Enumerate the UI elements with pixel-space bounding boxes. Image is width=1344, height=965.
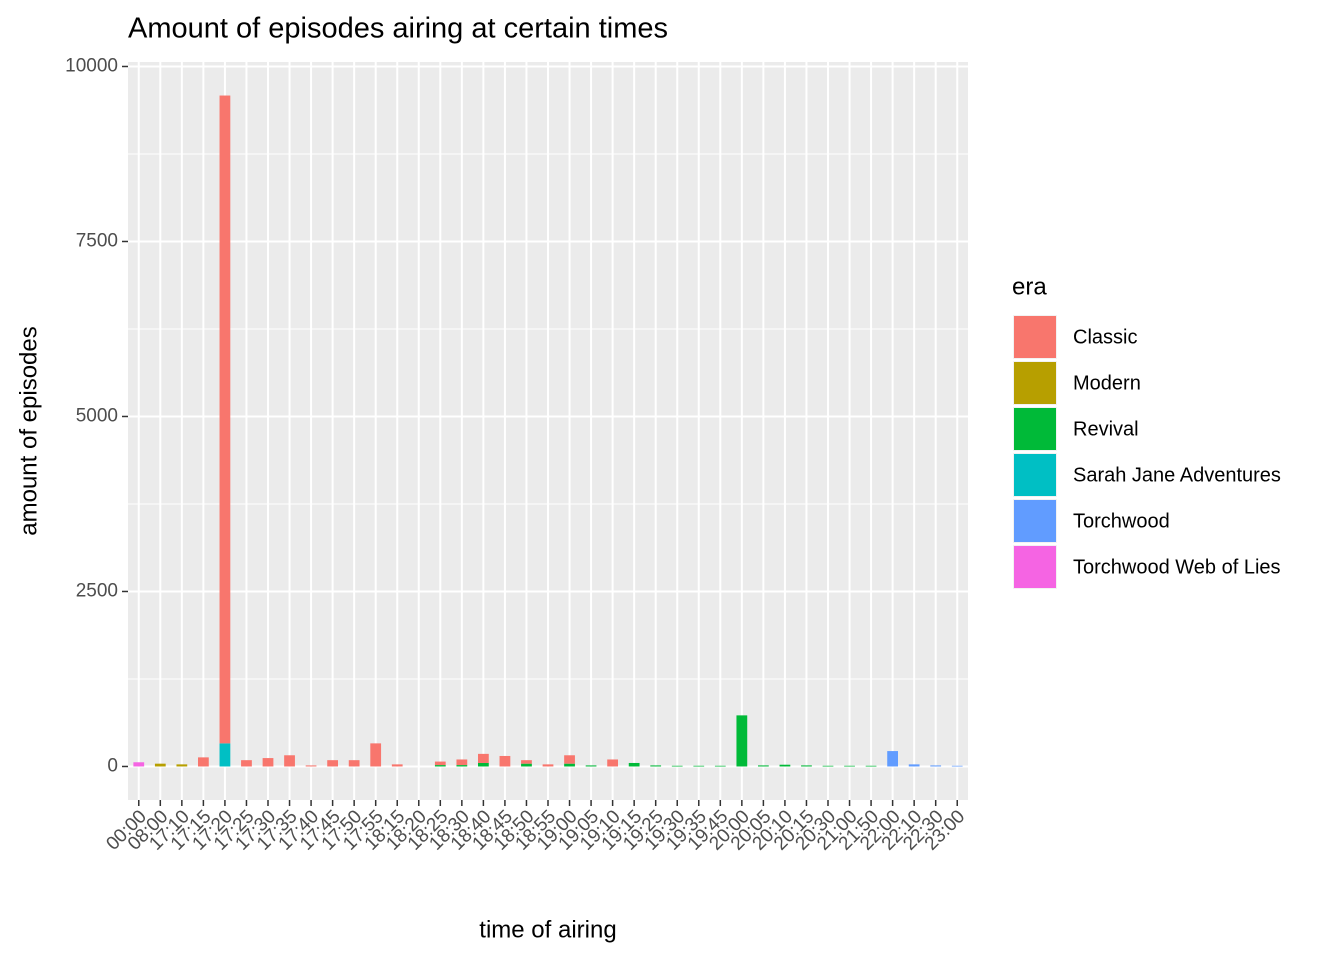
bar bbox=[607, 759, 618, 767]
bar bbox=[262, 758, 274, 767]
bar bbox=[133, 762, 145, 767]
bar bbox=[391, 764, 403, 767]
legend-swatch bbox=[1014, 546, 1056, 588]
bar bbox=[499, 755, 511, 767]
legend-swatch bbox=[1014, 500, 1056, 542]
legend-swatch bbox=[1014, 454, 1056, 496]
bar bbox=[779, 764, 791, 767]
bar bbox=[628, 762, 640, 767]
x-axis-title: time of airing bbox=[479, 916, 616, 943]
y-tick-label: 2500 bbox=[76, 580, 118, 601]
bar bbox=[521, 760, 532, 764]
bar bbox=[865, 765, 877, 767]
bar bbox=[478, 753, 489, 763]
bar bbox=[176, 764, 188, 767]
bar bbox=[478, 762, 489, 767]
bar bbox=[564, 763, 575, 767]
bar bbox=[844, 765, 855, 767]
bar bbox=[714, 765, 726, 767]
bar bbox=[154, 763, 166, 767]
bar bbox=[822, 765, 834, 767]
bar bbox=[456, 765, 468, 767]
bar bbox=[241, 760, 252, 767]
bar bbox=[930, 765, 942, 767]
bar bbox=[693, 765, 705, 767]
bar bbox=[219, 743, 231, 767]
y-tick-label: 5000 bbox=[76, 405, 118, 426]
legend-swatch bbox=[1014, 408, 1056, 450]
bar bbox=[908, 764, 920, 767]
bar bbox=[198, 757, 209, 767]
y-tick-label: 10000 bbox=[65, 55, 118, 76]
legend-title: era bbox=[1012, 273, 1047, 300]
y-tick-label: 7500 bbox=[76, 230, 118, 251]
bar bbox=[758, 765, 769, 767]
bar bbox=[284, 755, 295, 767]
chart-title: Amount of episodes airing at certain tim… bbox=[128, 13, 668, 45]
bar bbox=[434, 761, 446, 766]
bar bbox=[327, 760, 338, 767]
legend-swatch bbox=[1014, 316, 1056, 358]
y-axis-title: amount of episodes bbox=[15, 326, 42, 535]
bar bbox=[585, 765, 597, 767]
legend-label: Torchwood Web of Lies bbox=[1073, 556, 1281, 578]
legend-label: Revival bbox=[1073, 418, 1139, 440]
bar bbox=[887, 751, 898, 767]
legend-label: Classic bbox=[1073, 326, 1137, 348]
legend-label: Sarah Jane Adventures bbox=[1073, 464, 1281, 486]
bar bbox=[521, 763, 532, 767]
bar bbox=[434, 765, 446, 767]
bar bbox=[736, 715, 748, 767]
bar bbox=[348, 760, 360, 767]
bar bbox=[219, 95, 231, 744]
bar bbox=[564, 755, 575, 764]
bar bbox=[801, 765, 812, 767]
legend-swatch bbox=[1014, 362, 1056, 404]
bar bbox=[370, 743, 382, 767]
legend-label: Torchwood bbox=[1073, 510, 1170, 532]
bar bbox=[305, 765, 317, 767]
bar bbox=[951, 765, 963, 767]
bar bbox=[650, 765, 662, 767]
y-tick-label: 0 bbox=[107, 755, 118, 776]
bar bbox=[542, 764, 554, 767]
legend-label: Modern bbox=[1073, 372, 1141, 394]
bar bbox=[456, 759, 468, 766]
bar bbox=[671, 765, 683, 767]
